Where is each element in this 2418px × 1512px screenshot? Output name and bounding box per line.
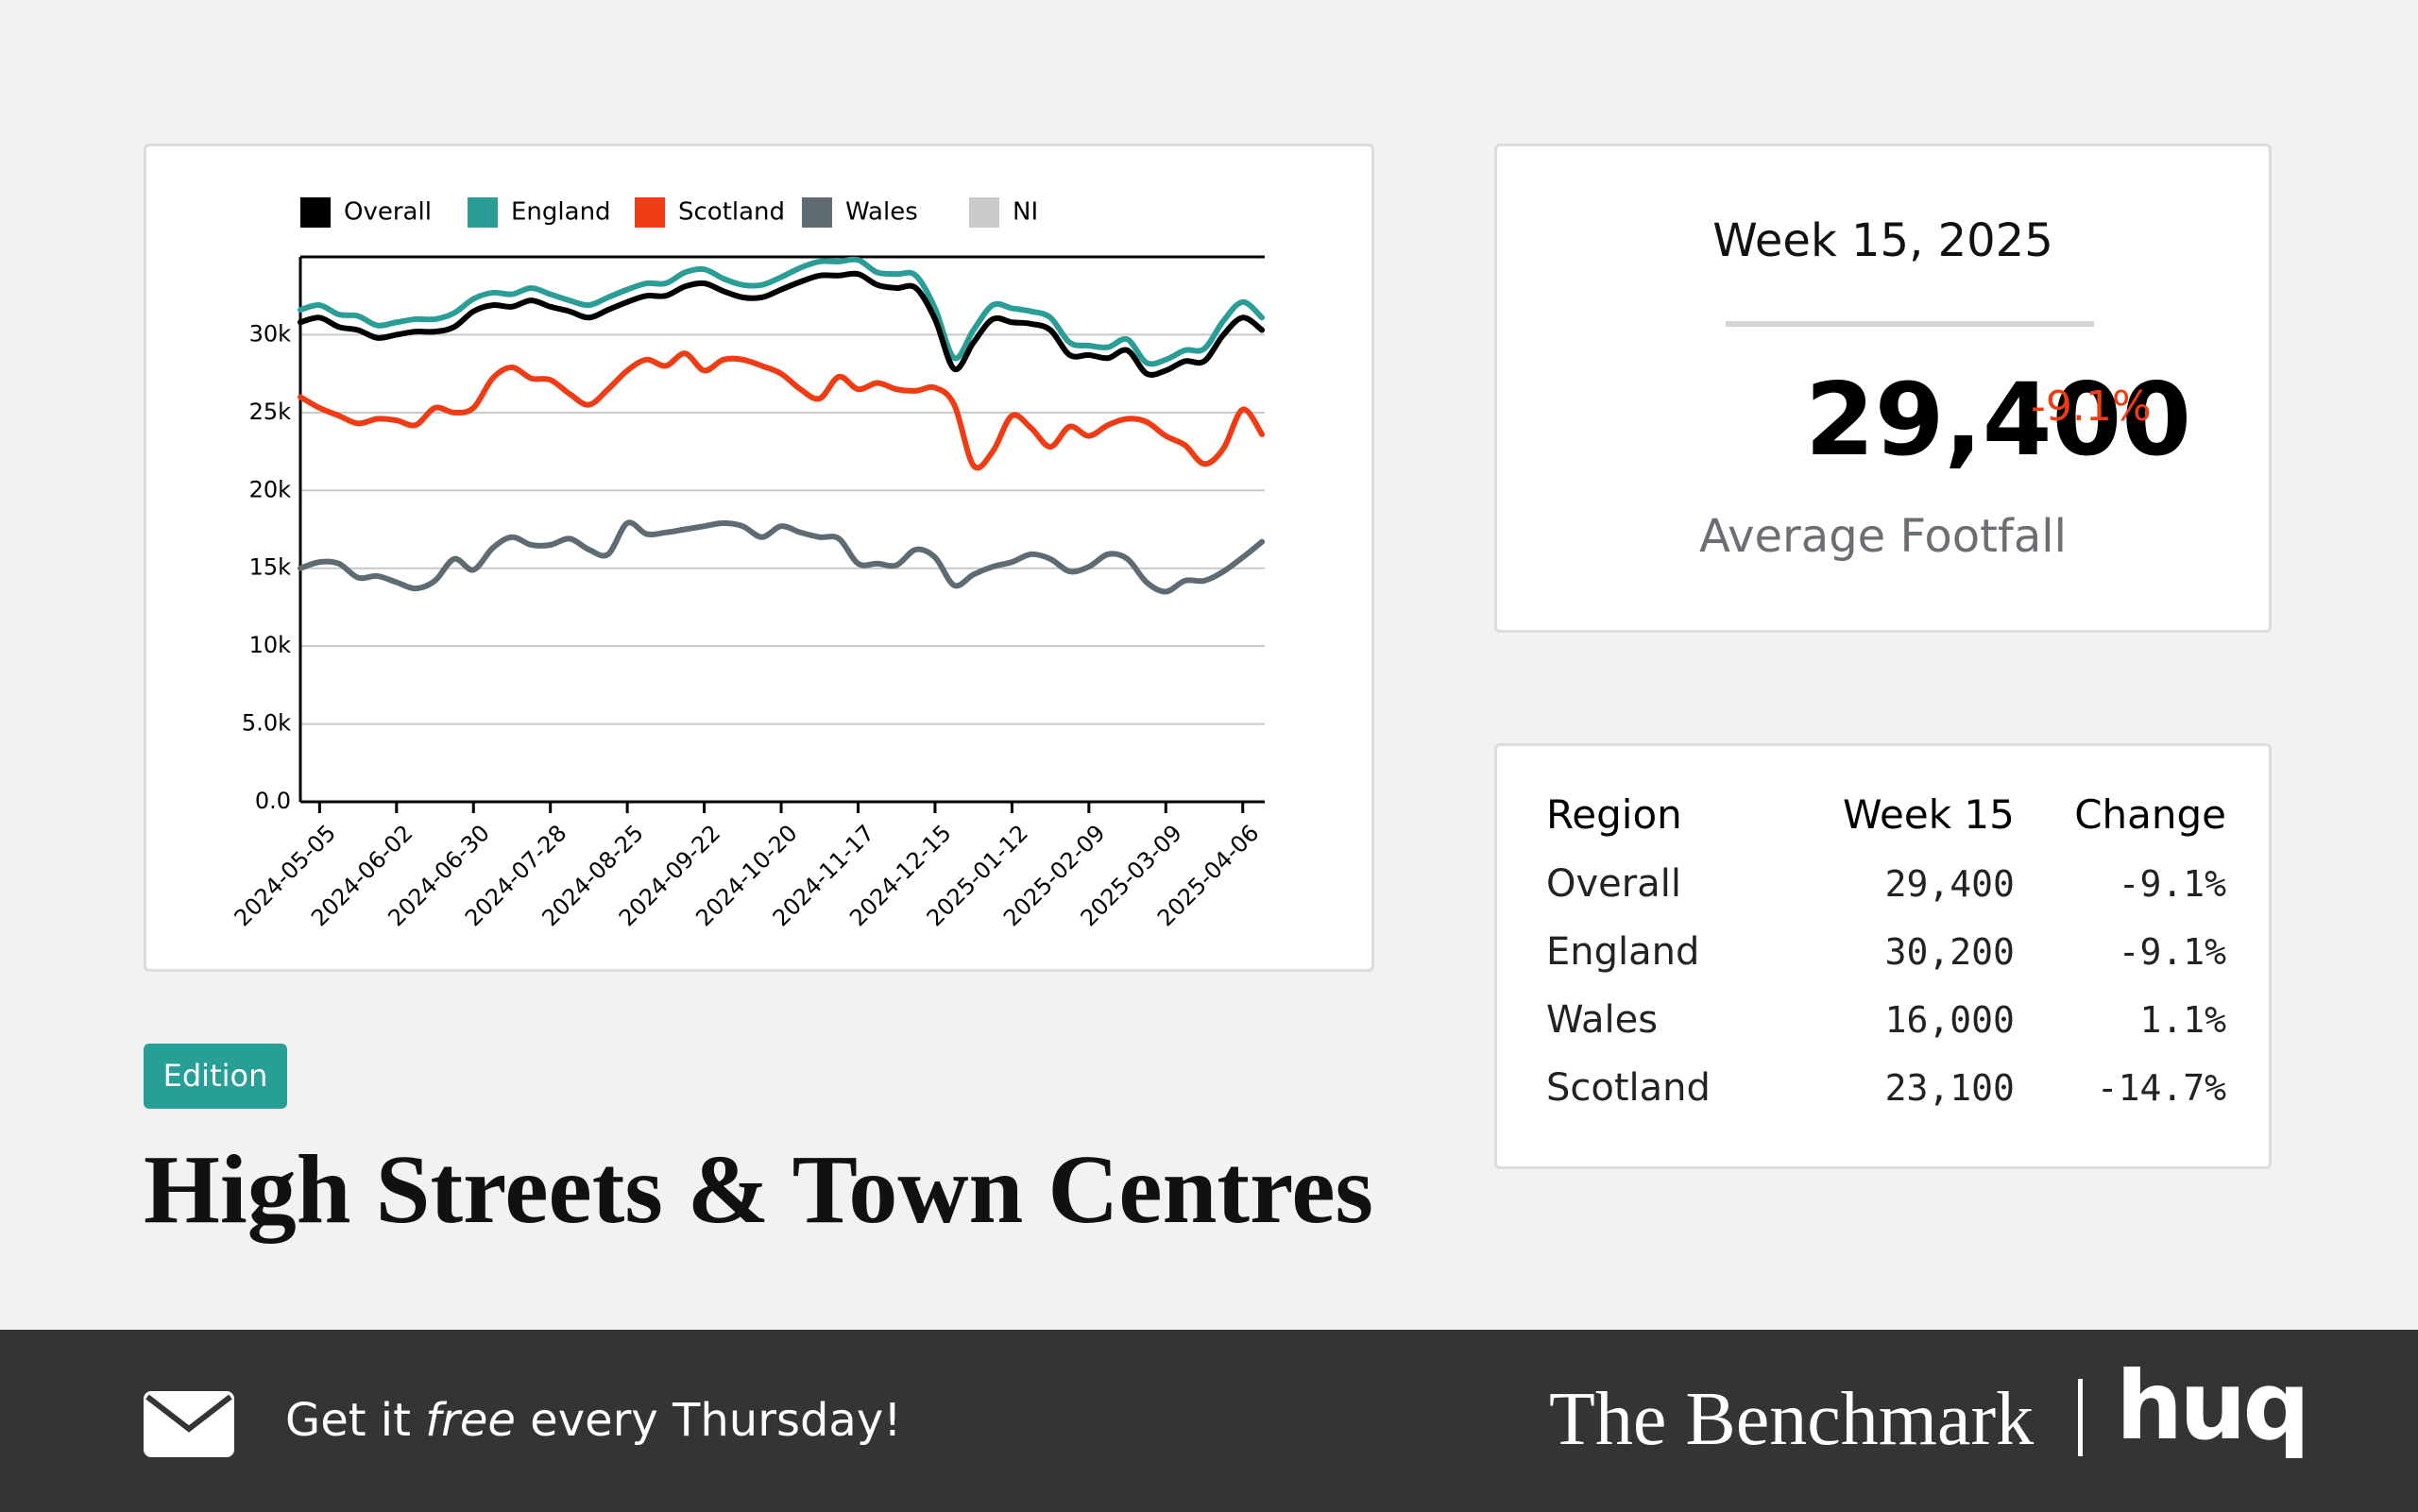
series-line bbox=[298, 256, 1266, 367]
table-cell: Overall bbox=[1546, 862, 1681, 906]
series-line bbox=[298, 519, 1266, 595]
legend-swatch bbox=[802, 197, 832, 228]
table-cell: 30,200 bbox=[1884, 931, 2015, 973]
table-cell: -9.1% bbox=[2118, 931, 2226, 973]
page-title: High Streets & Town Centres bbox=[144, 1135, 1373, 1244]
table-cell: 16,000 bbox=[1884, 999, 2015, 1041]
separator bbox=[2078, 1379, 2083, 1456]
table-cell: -9.1% bbox=[2118, 863, 2226, 905]
table-cell: 1.1% bbox=[2139, 999, 2226, 1041]
table-cell: Scotland bbox=[1546, 1066, 1711, 1110]
stats-card: Week 15, 2025 29,400 -9.1% Average Footf… bbox=[1494, 144, 2272, 633]
stat-period: Week 15, 2025 bbox=[1712, 214, 2053, 267]
mail-icon[interactable] bbox=[144, 1391, 234, 1457]
divider bbox=[1726, 321, 2094, 327]
y-tick-label: 30k bbox=[249, 320, 292, 347]
y-tick-label: 10k bbox=[249, 632, 292, 658]
stat-label: Average Footfall bbox=[1699, 510, 2067, 563]
table-cell: 23,100 bbox=[1884, 1067, 2015, 1109]
column-header: Change bbox=[2074, 791, 2226, 838]
legend-swatch bbox=[468, 197, 498, 228]
table-cell: -14.7% bbox=[2096, 1067, 2226, 1109]
legend-label: NI bbox=[1013, 198, 1038, 227]
tagline[interactable]: Get it free every Thursday! bbox=[285, 1394, 901, 1447]
edition-badge: Edition bbox=[144, 1044, 287, 1109]
chart: 0.05.0k10k15k20k25k30k2024-05-052024-06-… bbox=[230, 197, 1266, 931]
y-tick-label: 15k bbox=[249, 554, 292, 581]
legend-label: Overall bbox=[344, 198, 432, 227]
series-line bbox=[298, 350, 1266, 471]
y-tick-label: 5.0k bbox=[242, 710, 291, 737]
legend-label: England bbox=[511, 198, 611, 227]
legend-label: Wales bbox=[845, 198, 918, 227]
brand: The Benchmark bbox=[1549, 1378, 2035, 1461]
region-table: Region Week 15 Change Overall 29,400 -9.1% Eng… bbox=[1546, 791, 2226, 1127]
series-line bbox=[298, 270, 1266, 378]
chart-card: 0.0 5.0k 10k 15k 20k 25k 30k 2024-05-05 2024-06-… bbox=[144, 144, 1374, 972]
y-tick-label: 25k bbox=[249, 399, 292, 425]
column-header: Week 15 bbox=[1842, 791, 2015, 838]
legend-swatch bbox=[635, 197, 665, 228]
logo: huq bbox=[2116, 1351, 2310, 1461]
table-row: Overall 29,400 -9.1% bbox=[1546, 855, 2226, 923]
legend-swatch bbox=[969, 197, 999, 228]
table-cell: 29,400 bbox=[1884, 863, 2015, 905]
stat-value: 29,400 bbox=[1804, 362, 2191, 478]
y-tick-label: 0.0 bbox=[255, 788, 291, 814]
table-card: Region Week 15 Change Overall 29,400 -9.1% Eng… bbox=[1494, 743, 2272, 1169]
stat-change: -9.1% bbox=[2031, 382, 2152, 431]
tagline-text: Get it bbox=[285, 1394, 426, 1447]
column-header: Region bbox=[1546, 791, 1682, 838]
legend-swatch bbox=[300, 197, 331, 228]
tagline-emphasis: free bbox=[425, 1394, 516, 1447]
table-row: Scotland 23,100 -14.7% bbox=[1546, 1059, 2226, 1127]
table-cell: England bbox=[1546, 930, 1700, 974]
legend-label: Scotland bbox=[678, 198, 785, 227]
tagline-text: every Thursday! bbox=[515, 1394, 902, 1447]
table-row: Wales 16,000 1.1% bbox=[1546, 991, 2226, 1059]
table-cell: Wales bbox=[1546, 998, 1659, 1042]
footer: Get it free every Thursday! The Benchmar… bbox=[0, 1330, 2418, 1512]
table-row: England 30,200 -9.1% bbox=[1546, 923, 2226, 991]
y-tick-label: 20k bbox=[249, 476, 292, 502]
